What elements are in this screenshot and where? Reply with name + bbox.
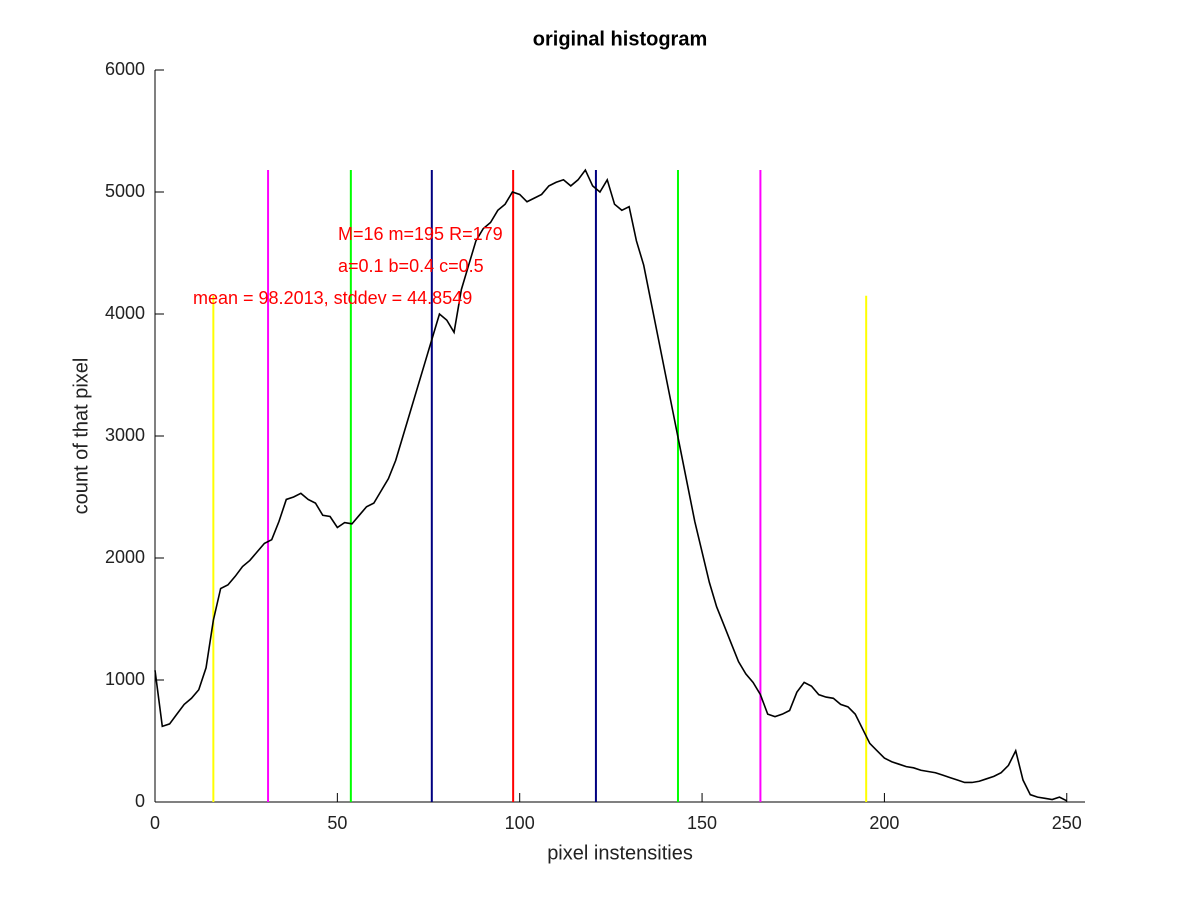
- x-tick-label: 250: [1052, 813, 1082, 833]
- annotation: mean = 98.2013, stddev = 44.8549: [193, 288, 472, 308]
- y-tick-label: 0: [135, 791, 145, 811]
- y-tick-label: 5000: [105, 181, 145, 201]
- x-tick-label: 150: [687, 813, 717, 833]
- x-tick-label: 200: [869, 813, 899, 833]
- annotation: M=16 m=195 R=179: [338, 224, 503, 244]
- y-tick-label: 3000: [105, 425, 145, 445]
- chart-title: original histogram: [533, 28, 707, 50]
- x-tick-label: 0: [150, 813, 160, 833]
- y-tick-label: 6000: [105, 59, 145, 79]
- annotation: a=0.1 b=0.4 c=0.5: [338, 256, 484, 276]
- x-tick-label: 50: [327, 813, 347, 833]
- x-axis-label: pixel instensities: [547, 842, 693, 864]
- y-axis-label: count of that pixel: [70, 358, 92, 515]
- y-tick-label: 4000: [105, 303, 145, 323]
- y-tick-label: 2000: [105, 547, 145, 567]
- histogram-line: [154, 168, 1068, 802]
- y-tick-label: 1000: [105, 669, 145, 689]
- x-tick-label: 100: [505, 813, 535, 833]
